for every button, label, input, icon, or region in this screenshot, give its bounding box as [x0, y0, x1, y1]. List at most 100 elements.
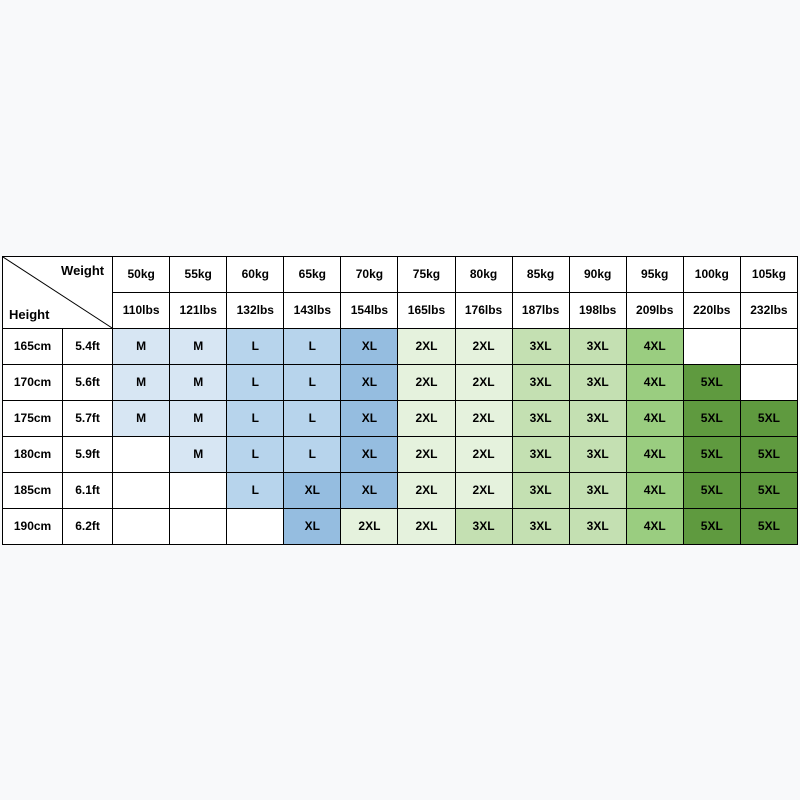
size-cell: XL: [284, 472, 341, 508]
size-cell: 3XL: [569, 472, 626, 508]
size-cell: [113, 472, 170, 508]
size-cell: 3XL: [512, 436, 569, 472]
height-cm-cell: 175cm: [3, 400, 63, 436]
size-cell: XL: [341, 472, 398, 508]
size-cell: 2XL: [455, 328, 512, 364]
size-cell: 4XL: [626, 328, 683, 364]
height-cm-cell: 185cm: [3, 472, 63, 508]
size-cell: 3XL: [512, 364, 569, 400]
size-cell: [740, 364, 797, 400]
height-ft-cell: 5.9ft: [63, 436, 113, 472]
size-cell: XL: [341, 328, 398, 364]
size-cell: [113, 508, 170, 544]
size-cell: L: [227, 364, 284, 400]
table-row: 175cm5.7ftMMLLXL2XL2XL3XL3XL4XL5XL5XL: [3, 400, 798, 436]
size-cell: 5XL: [683, 508, 740, 544]
height-cm-cell: 170cm: [3, 364, 63, 400]
size-cell: 4XL: [626, 364, 683, 400]
height-ft-cell: 5.7ft: [63, 400, 113, 436]
weight-lbs-header: 121lbs: [170, 292, 227, 328]
size-cell: 3XL: [569, 364, 626, 400]
weight-kg-header: 105kg: [740, 256, 797, 292]
size-cell: [113, 436, 170, 472]
size-cell: M: [170, 364, 227, 400]
height-ft-cell: 5.6ft: [63, 364, 113, 400]
corner-height-label: Height: [9, 307, 49, 322]
size-cell: [170, 472, 227, 508]
weight-kg-header: 90kg: [569, 256, 626, 292]
table-row: 165cm5.4ftMMLLXL2XL2XL3XL3XL4XL: [3, 328, 798, 364]
size-cell: [227, 508, 284, 544]
size-cell: M: [113, 400, 170, 436]
weight-kg-header: 50kg: [113, 256, 170, 292]
size-cell: [740, 328, 797, 364]
table-row: 190cm6.2ftXL2XL2XL3XL3XL3XL4XL5XL5XL: [3, 508, 798, 544]
size-chart-table: Weight Height 50kg55kg60kg65kg70kg75kg80…: [2, 256, 798, 545]
size-cell: 2XL: [341, 508, 398, 544]
size-cell: 3XL: [569, 400, 626, 436]
size-cell: L: [227, 328, 284, 364]
weight-lbs-header: 132lbs: [227, 292, 284, 328]
size-cell: 5XL: [683, 364, 740, 400]
size-cell: L: [284, 328, 341, 364]
size-cell: 2XL: [398, 364, 455, 400]
weight-kg-header: 60kg: [227, 256, 284, 292]
size-cell: 3XL: [512, 328, 569, 364]
header-row-kg: Weight Height 50kg55kg60kg65kg70kg75kg80…: [3, 256, 798, 292]
weight-kg-header: 95kg: [626, 256, 683, 292]
size-cell: 5XL: [683, 400, 740, 436]
size-cell: 5XL: [740, 508, 797, 544]
weight-lbs-header: 176lbs: [455, 292, 512, 328]
height-ft-cell: 6.1ft: [63, 472, 113, 508]
corner-weight-label: Weight: [61, 263, 104, 278]
size-cell: XL: [341, 400, 398, 436]
size-cell: 2XL: [398, 436, 455, 472]
size-cell: 4XL: [626, 508, 683, 544]
height-cm-cell: 190cm: [3, 508, 63, 544]
size-cell: M: [170, 328, 227, 364]
size-cell: [683, 328, 740, 364]
size-cell: L: [284, 436, 341, 472]
size-cell: L: [227, 472, 284, 508]
size-cell: 3XL: [512, 472, 569, 508]
weight-lbs-header: 143lbs: [284, 292, 341, 328]
size-cell: L: [227, 436, 284, 472]
size-cell: 4XL: [626, 436, 683, 472]
size-cell: L: [284, 364, 341, 400]
weight-kg-header: 70kg: [341, 256, 398, 292]
weight-lbs-header: 232lbs: [740, 292, 797, 328]
size-cell: 2XL: [455, 436, 512, 472]
size-cell: 3XL: [512, 508, 569, 544]
size-cell: M: [170, 436, 227, 472]
size-cell: 5XL: [740, 436, 797, 472]
size-cell: 2XL: [398, 400, 455, 436]
table-row: 170cm5.6ftMMLLXL2XL2XL3XL3XL4XL5XL: [3, 364, 798, 400]
size-cell: 2XL: [398, 508, 455, 544]
weight-lbs-header: 154lbs: [341, 292, 398, 328]
height-cm-cell: 165cm: [3, 328, 63, 364]
size-cell: 3XL: [569, 328, 626, 364]
size-cell: 4XL: [626, 472, 683, 508]
weight-kg-header: 65kg: [284, 256, 341, 292]
size-cell: 2XL: [398, 472, 455, 508]
height-cm-cell: 180cm: [3, 436, 63, 472]
size-cell: XL: [284, 508, 341, 544]
size-cell: 3XL: [569, 436, 626, 472]
corner-cell: Weight Height: [3, 256, 113, 328]
size-cell: L: [284, 400, 341, 436]
size-cell: 5XL: [683, 472, 740, 508]
weight-kg-header: 80kg: [455, 256, 512, 292]
size-cell: 2XL: [398, 328, 455, 364]
size-cell: M: [170, 400, 227, 436]
size-cell: 2XL: [455, 400, 512, 436]
size-cell: 3XL: [455, 508, 512, 544]
size-cell: M: [113, 364, 170, 400]
weight-lbs-header: 110lbs: [113, 292, 170, 328]
size-chart-container: Weight Height 50kg55kg60kg65kg70kg75kg80…: [0, 0, 800, 800]
size-cell: 5XL: [740, 400, 797, 436]
weight-lbs-header: 220lbs: [683, 292, 740, 328]
size-cell: 5XL: [683, 436, 740, 472]
size-cell: 2XL: [455, 364, 512, 400]
weight-kg-header: 55kg: [170, 256, 227, 292]
weight-lbs-header: 187lbs: [512, 292, 569, 328]
